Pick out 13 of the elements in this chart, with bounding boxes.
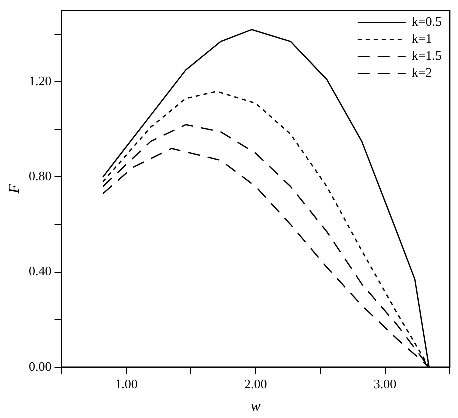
legend-label: k=2 xyxy=(412,65,432,80)
y-tick-label: 0.80 xyxy=(29,168,52,184)
legend-label: k=1 xyxy=(412,31,432,46)
legend-label: k=0.5 xyxy=(412,14,442,30)
x-tick-label: 1.00 xyxy=(115,376,138,392)
y-tick-label: 0.00 xyxy=(29,358,52,374)
y-tick-label: 0.40 xyxy=(29,264,52,279)
y-tick-label: 1.20 xyxy=(29,74,52,89)
x-tick-label: 3.00 xyxy=(374,376,397,392)
x-axis-title: w xyxy=(250,398,261,415)
y-axis-title: F xyxy=(6,184,23,195)
x-tick-label: 2.00 xyxy=(244,376,268,392)
legend-label: k=1.5 xyxy=(412,48,442,64)
